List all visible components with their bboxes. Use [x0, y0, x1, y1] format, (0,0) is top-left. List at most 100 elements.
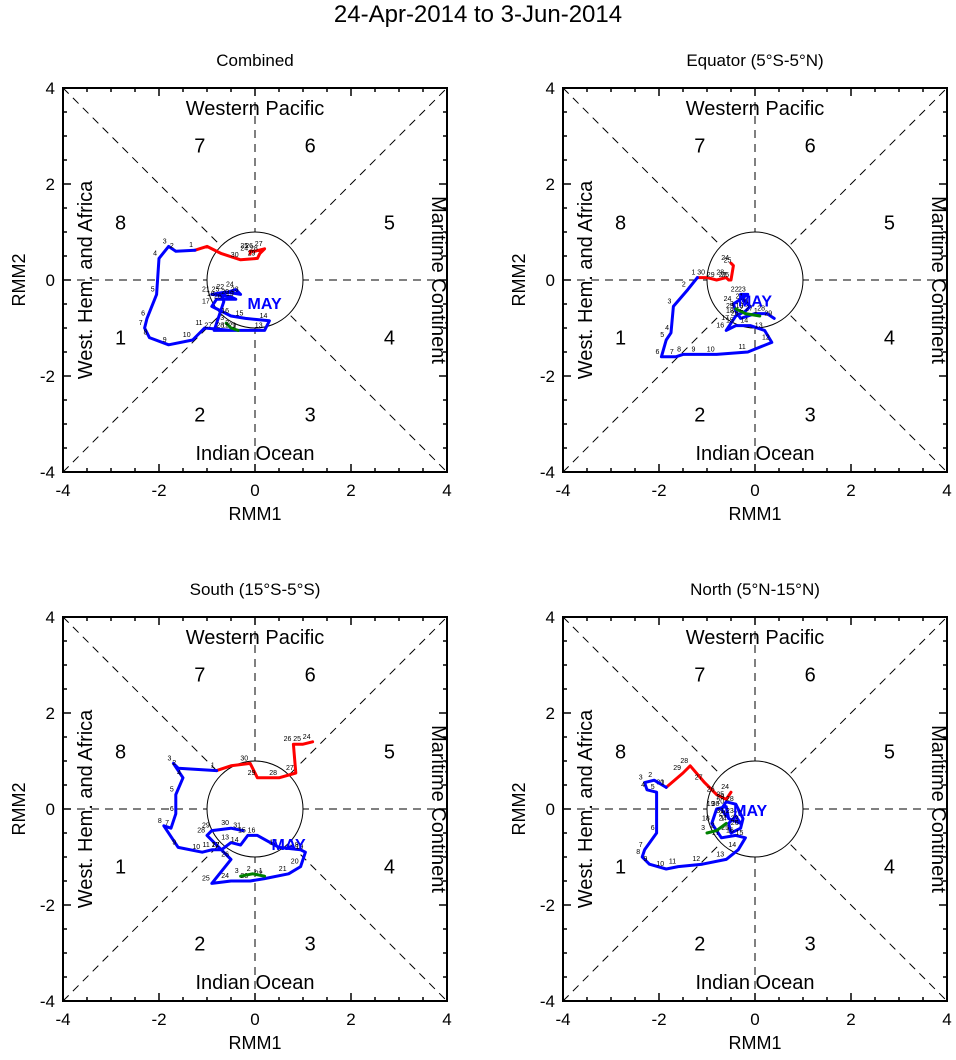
x-tick-label: -4: [555, 481, 570, 500]
y-tick-label: 2: [46, 175, 55, 194]
day-label: 3: [167, 755, 171, 762]
region-label-right: Maritime Continent: [927, 725, 949, 893]
phase-label-5: 5: [884, 741, 895, 763]
day-label: 25: [212, 286, 220, 293]
day-label: 21: [719, 811, 727, 818]
region-label-top: Western Pacific: [186, 627, 325, 649]
y-tick-label: 2: [546, 704, 555, 723]
day-label: 25: [202, 875, 210, 882]
y-tick-label: 0: [546, 800, 555, 819]
day-label: 26: [221, 851, 229, 858]
day-label: 14: [728, 842, 736, 849]
day-label: 4: [665, 325, 669, 332]
day-label: 30: [240, 755, 248, 762]
day-label: 8: [143, 330, 147, 337]
x-axis-label: RMM1: [729, 504, 782, 524]
day-label: 29: [228, 322, 236, 329]
phase-label-8: 8: [615, 741, 626, 763]
day-label: 11: [739, 344, 746, 351]
x-tick-label: -4: [55, 481, 70, 500]
phase-label-5: 5: [384, 741, 395, 763]
day-label: 16: [726, 827, 734, 834]
day-label: 30: [221, 820, 229, 827]
day-label: 2: [739, 306, 743, 313]
day-label: 29: [673, 765, 681, 772]
y-tick-label: 0: [546, 271, 555, 290]
day-label: 31: [716, 808, 724, 815]
y-tick-label: -4: [540, 992, 555, 1011]
y-axis-label: RMM2: [9, 783, 29, 836]
day-label: 13: [755, 322, 763, 329]
day-label: 8: [677, 346, 681, 353]
x-tick-label: 0: [250, 1010, 259, 1029]
phase-label-3: 3: [805, 933, 816, 955]
x-tick-label: -2: [651, 481, 666, 500]
day-label: 27: [733, 811, 741, 818]
day-label: 21: [202, 286, 210, 293]
day-label: 23: [231, 286, 239, 293]
month-label-may: MAY: [733, 803, 767, 820]
day-label: 14: [231, 837, 239, 844]
day-label: 24: [724, 296, 732, 303]
day-label: 9: [163, 337, 167, 344]
day-label: 3: [730, 301, 734, 308]
y-tick-label: -2: [40, 896, 55, 915]
y-tick-label: -2: [540, 896, 555, 915]
day-label: 1: [189, 242, 193, 249]
day-label: 25: [293, 736, 301, 743]
x-tick-label: 2: [846, 481, 855, 500]
day-label: 10: [192, 844, 200, 851]
panel-title: Combined: [216, 51, 294, 70]
day-label: 2: [170, 243, 174, 250]
y-tick-label: -4: [540, 463, 555, 482]
day-label: 6: [141, 310, 145, 317]
day-label: 12: [762, 334, 770, 341]
day-label: 8: [158, 818, 162, 825]
day-label: 16: [716, 322, 724, 329]
y-tick-label: 4: [546, 608, 555, 627]
day-label: 3: [639, 775, 643, 782]
day-label: 30: [231, 252, 239, 259]
day-label: 5: [660, 332, 664, 339]
day-label: 29: [248, 770, 256, 777]
phase-label-4: 4: [384, 857, 395, 879]
phase-label-1: 1: [615, 857, 626, 879]
series-line-may: [143, 244, 271, 347]
day-label: 17: [712, 830, 720, 837]
y-tick-label: 4: [546, 79, 555, 98]
day-label: 11: [195, 320, 202, 327]
day-label: 26: [731, 310, 739, 317]
month-label-may: MAY: [248, 296, 282, 313]
day-label: 6: [170, 806, 174, 813]
day-label: 28: [716, 270, 724, 277]
phase-label-6: 6: [305, 665, 316, 687]
day-label: 25: [716, 791, 724, 798]
phase-label-1: 1: [115, 328, 126, 350]
day-label: 31: [233, 823, 241, 830]
day-label: 9: [691, 346, 695, 353]
region-label-bottom: Indian Ocean: [696, 972, 815, 994]
day-label: 27: [255, 241, 263, 248]
day-label: 24: [240, 246, 248, 253]
day-label: 21: [279, 866, 287, 873]
region-label-left: West. Hem. and Africa: [575, 180, 597, 379]
region-label-right: Maritime Continent: [427, 196, 449, 364]
series-line-june: [239, 872, 267, 878]
day-label: 14: [740, 318, 748, 325]
day-label: 10: [183, 332, 191, 339]
x-tick-label: 0: [250, 481, 259, 500]
day-label: 27: [695, 775, 703, 782]
day-label: 3: [235, 868, 239, 875]
day-label: 2: [711, 823, 715, 830]
day-label: 20: [221, 289, 229, 296]
day-label: 27: [204, 322, 212, 329]
phase-label-7: 7: [694, 665, 705, 687]
day-label: 10: [707, 346, 715, 353]
day-label: 29: [707, 272, 715, 279]
day-label: 1: [259, 868, 263, 875]
day-label: 28: [757, 306, 765, 313]
day-label: 29: [716, 794, 724, 801]
x-tick-label: 4: [442, 1010, 451, 1029]
day-label: 2: [172, 760, 176, 767]
x-tick-label: -4: [55, 1010, 70, 1029]
